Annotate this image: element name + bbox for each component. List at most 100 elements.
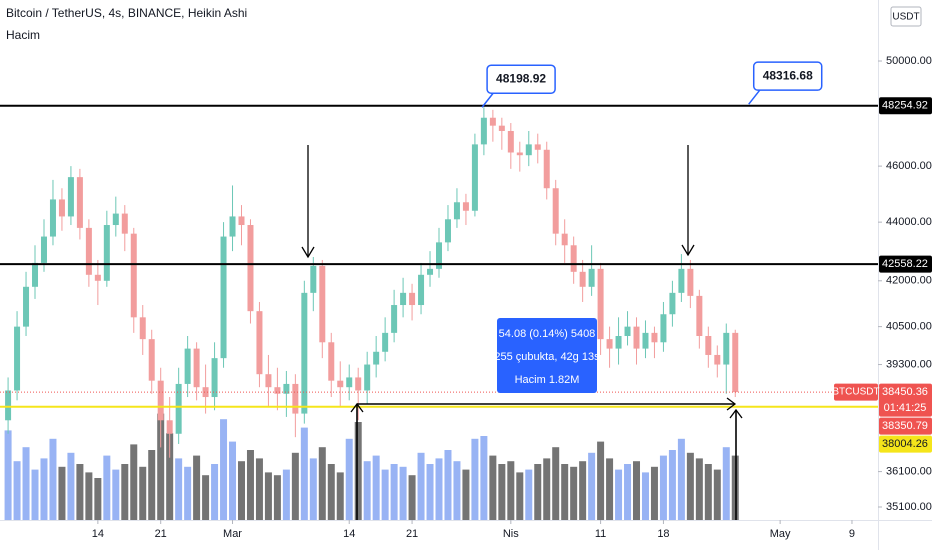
symbol-badge-bg [834,383,878,401]
candle-body [301,292,308,414]
candle-body [552,188,559,234]
volume-bar [4,430,12,520]
candle-body [615,336,622,349]
volume-bar [390,464,398,520]
candle-body [148,339,155,381]
candle-body [166,420,173,434]
volume-bar [58,466,66,520]
candle-body [543,149,550,189]
price-label-bg [879,435,932,453]
volume-bar [462,469,470,520]
x-tick-label: 14 [343,528,355,540]
drawings [301,145,743,520]
volume-bar [570,466,578,520]
chart-title: Bitcoin / TetherUS, 4s, BINANCE, Heikin … [6,6,247,20]
price-label: 01:41:25 [884,402,927,414]
price-label-bg [879,417,932,435]
volume-bar [471,438,479,520]
y-tick-label: 42000.00 [886,275,932,287]
candle-body [696,295,703,337]
candle-body [319,265,326,343]
volume-bar [354,422,362,520]
candle-body [678,268,685,293]
volume-bar [318,447,326,520]
volume-bar [695,458,703,520]
volume-bar [677,438,685,520]
price-label: 42558.22 [882,258,928,270]
volume-bar [606,458,614,520]
volume-bar [211,464,219,520]
candle-body [139,317,146,340]
candle-body [498,125,505,131]
callout-pointer [481,92,494,108]
arrow-head [350,402,364,413]
currency: USDT [892,12,919,23]
candle-body [409,292,416,306]
candle-body [436,242,442,269]
volume-bar [444,450,452,520]
volume-bar [713,469,721,520]
candle-body [238,216,245,226]
volume-bar [166,433,174,520]
volume-bar [139,466,147,520]
x-tick-label: 9 [849,528,855,540]
y-tick-label: 40500.00 [886,321,932,333]
volume-bar [67,452,75,520]
candle-body [292,383,299,414]
arrow-head [729,408,743,419]
callout-label: 48316.68 [763,68,813,82]
volume-bar [722,447,730,520]
candle-body [355,377,362,391]
y-tick-label: 50000.00 [886,55,932,67]
volume-bar [633,461,641,520]
volume-bar [408,475,416,520]
x-tick-label: Nis [503,528,519,540]
candle-body [40,236,47,263]
volume-bar [534,464,542,520]
y-tick-label: 46000.00 [886,160,932,172]
x-tick-label: 21 [155,528,167,540]
candle-body [534,144,541,150]
candle-body [453,202,460,220]
currency-box[interactable] [890,6,922,27]
volume-bar [94,478,102,520]
callout-box [752,61,823,91]
candle-body [256,311,263,375]
volume-bar [624,464,632,520]
candle-body [14,326,21,391]
volume-bar [615,469,623,520]
candle-body [579,271,586,287]
candle-body [651,332,658,343]
volume-bar [498,464,506,520]
volume-bar [291,452,299,520]
volume-bar [345,438,353,520]
volume-bar [121,464,129,520]
volume-bar [543,458,551,520]
volume-bar [659,455,667,520]
candle-body [418,274,425,306]
measure-text: 255 çubukta, 42g 13s [494,351,600,363]
price-label-bg [879,97,932,115]
candle-body [660,314,667,343]
callout-label: 48198.92 [496,71,546,85]
price-label: 38350.79 [882,420,928,432]
volume-bar [184,466,192,520]
candle-body [67,177,74,217]
candle-body [382,332,389,352]
candle-body [687,268,694,296]
candle-body [471,144,478,211]
volume-bar [372,455,380,520]
candle-body [211,358,218,398]
candle-body [597,268,604,340]
candle-body [480,117,487,145]
volume-bar [363,461,371,520]
y-tick-label: 36100.00 [886,466,932,478]
candle-body [220,236,227,359]
volume-bar [220,419,228,520]
candle-body [570,245,577,272]
volume-bar [264,472,272,520]
price-label: 48254.92 [882,100,928,112]
candle-body [669,292,676,315]
